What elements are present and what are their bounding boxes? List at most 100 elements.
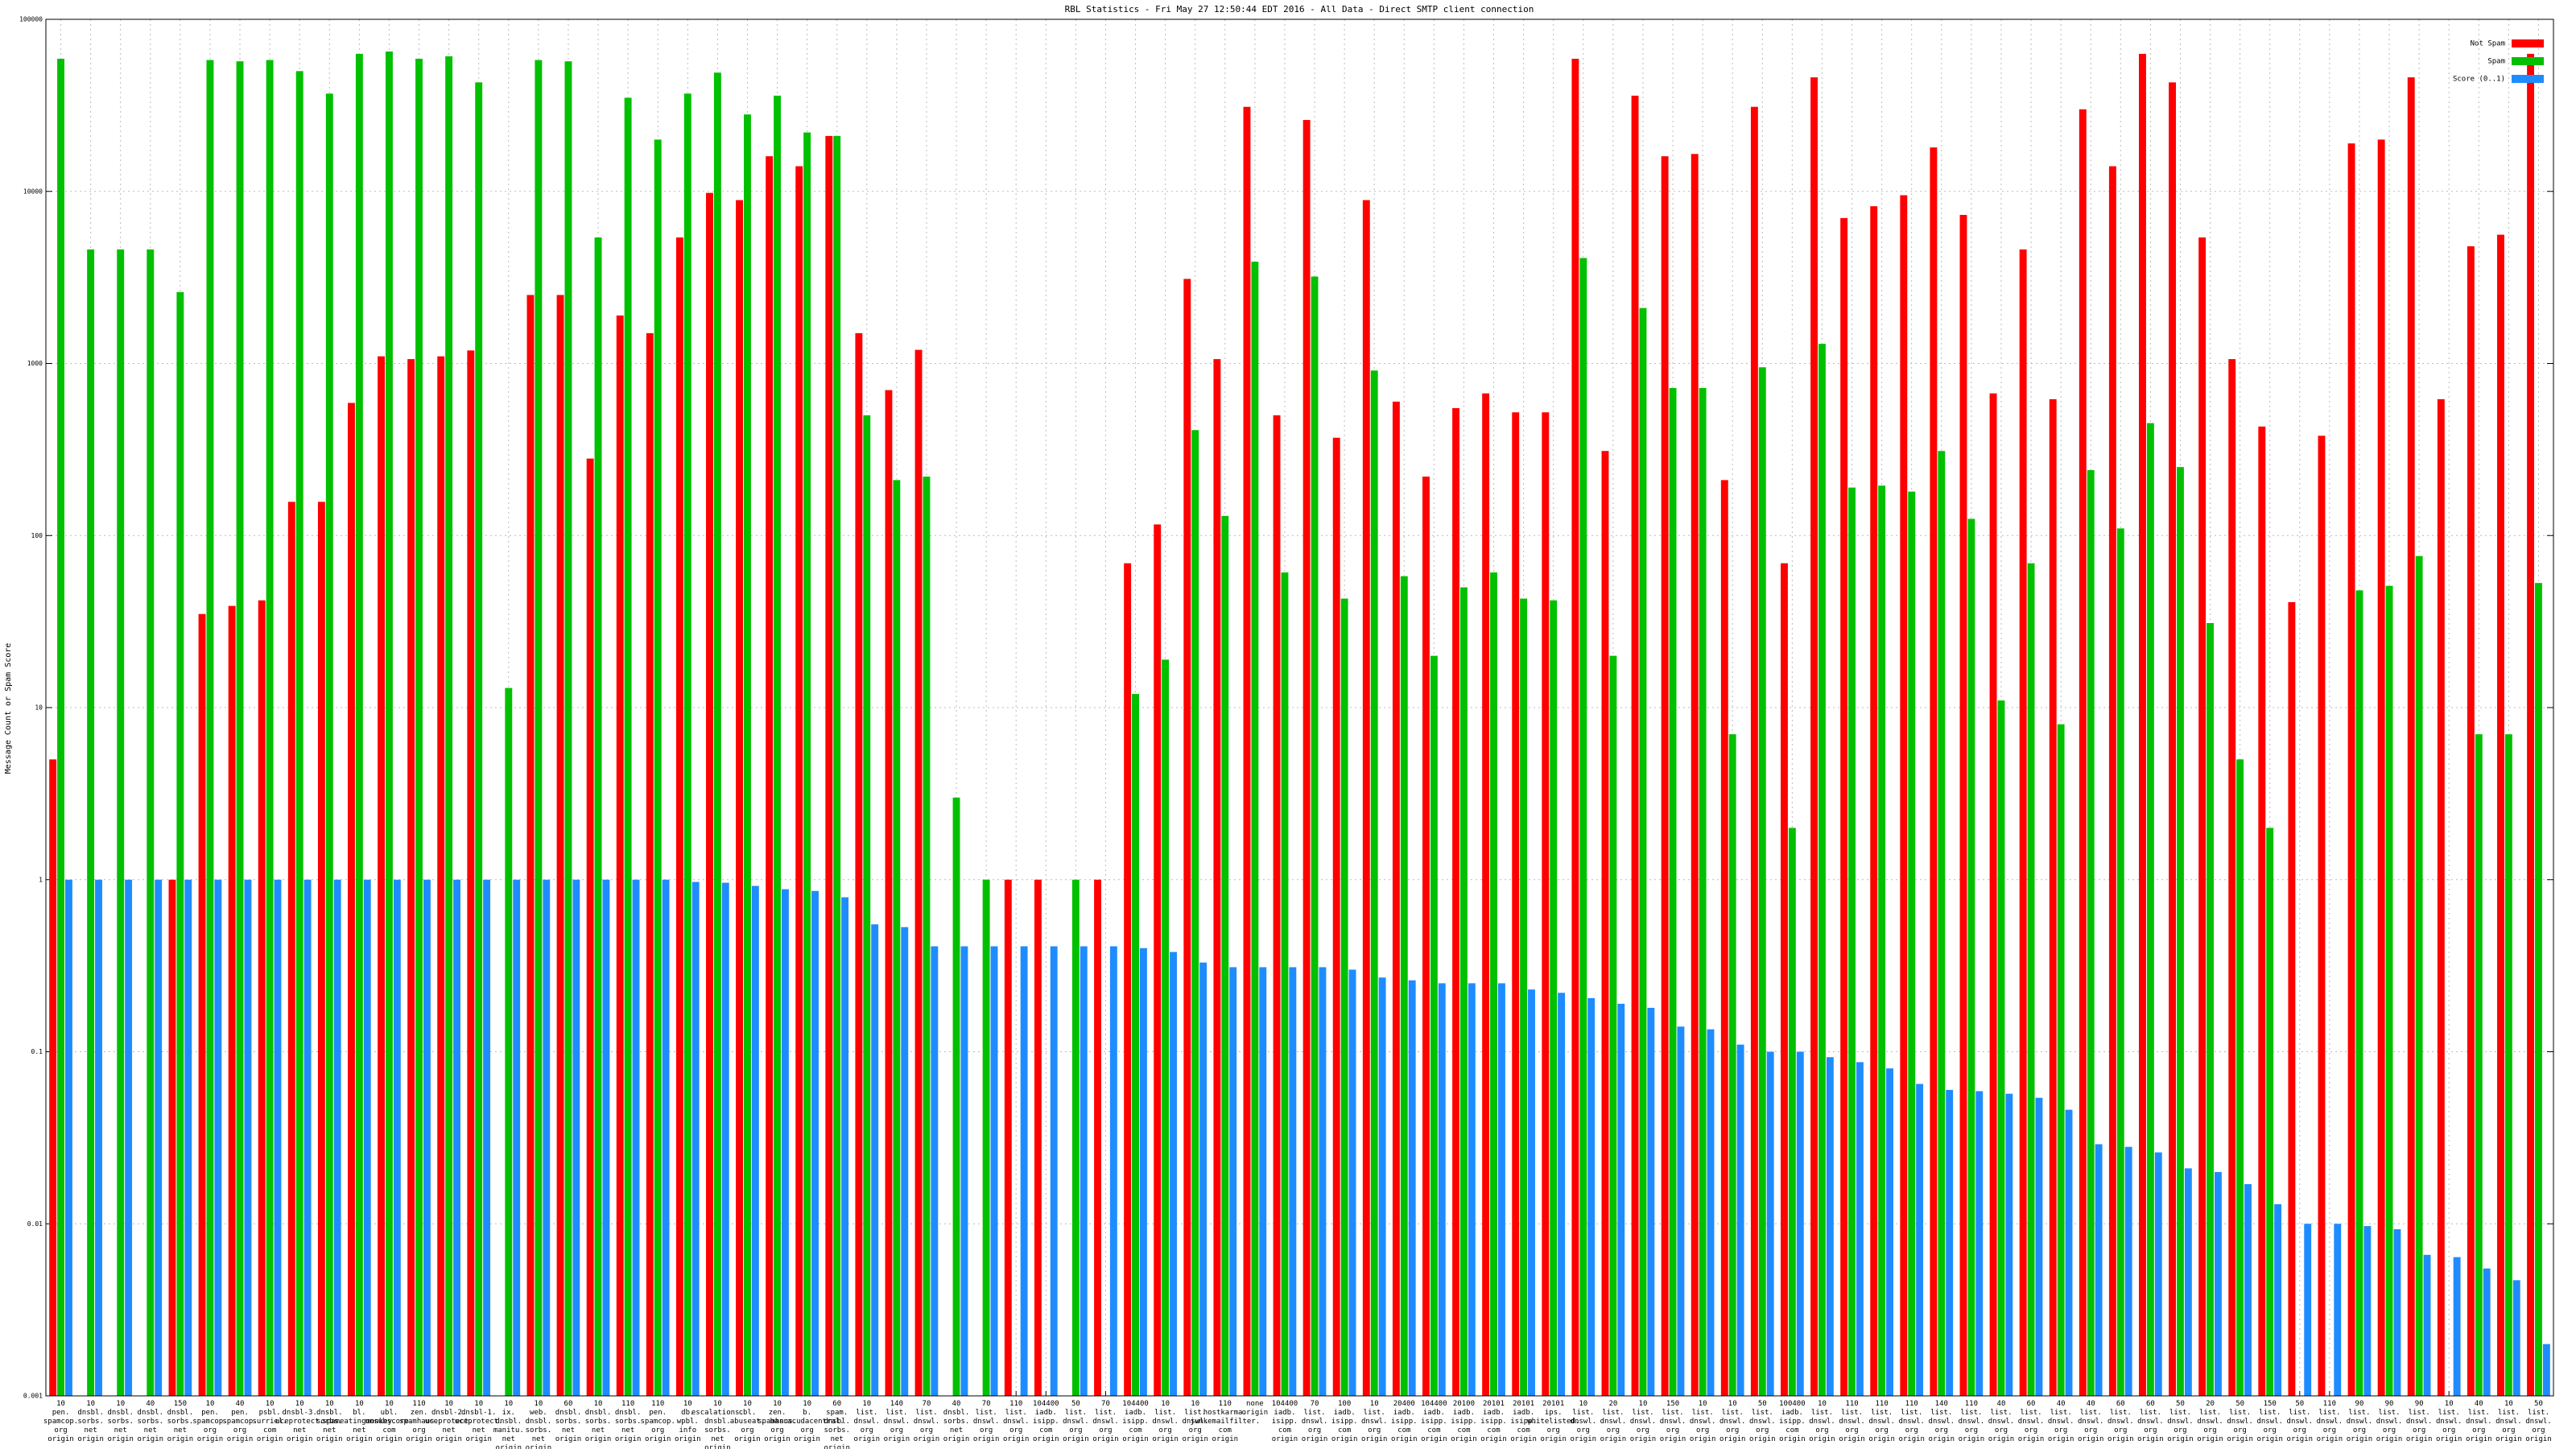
bar [1810,77,1818,1397]
x-tick-label: 150 list. dnswl. org origin [2256,1400,2283,1443]
bar [2214,1171,2222,1396]
bar [1528,989,1535,1396]
bar [117,249,125,1397]
bar [1319,967,1327,1396]
bar [1677,1026,1685,1396]
bar [1378,977,1386,1396]
bar [125,879,133,1396]
x-tick-label: 110 list. dnswl. org origin [1898,1400,1925,1443]
bar [1997,700,2005,1396]
bar [423,879,431,1396]
bar [2065,1109,2073,1396]
bar [893,480,901,1396]
bar [2146,423,2154,1396]
bar [654,139,662,1397]
bar [2318,436,2326,1396]
bar [1289,967,1297,1396]
x-tick-label: 90 list. dnswl. org origin [2347,1400,2373,1443]
x-tick-label: 10 list. dnswl. org origin [854,1400,881,1443]
y-tick-label: 10000 [23,188,43,195]
x-tick-label: 10 dnsbl-1. uceprotect. net origin [455,1400,503,1443]
bar [184,879,192,1396]
bar [1669,387,1677,1397]
bar [1362,200,1370,1397]
bar [2527,53,2535,1396]
bar [901,927,909,1396]
bar [317,502,325,1396]
bar [1124,563,1132,1396]
bar [1699,387,1707,1397]
bar [1430,655,1438,1396]
bar [1720,480,1728,1396]
bar [1162,659,1170,1396]
bar [2288,602,2296,1396]
x-tick-label: 40 pen. spamcop. org origin [222,1400,257,1443]
bar [2453,1257,2461,1396]
x-tick-label: 100 iadb. isipp. com origin [1331,1400,1358,1443]
x-tick-label: 110 list. dnswl. org origin [1003,1400,1030,1443]
x-tick-label: 10 dnsbl. sorbs. net origin [77,1400,104,1443]
x-tick-label: 60 list. dnswl. org origin [2137,1400,2164,1443]
x-tick-label: 104400 iadb. isipp. com origin [1033,1400,1059,1443]
bar [1452,407,1460,1397]
bar [863,415,871,1396]
bar [855,332,863,1397]
bar [2347,143,2355,1397]
bar [2108,166,2116,1396]
y-axis-label: Message Count or Spam Score [4,643,13,774]
x-tick-label: 50 list. dnswl. org origin [2287,1400,2314,1443]
bar [1946,1089,1954,1396]
bar [348,402,355,1397]
bar [2184,1168,2192,1396]
plot-frame [45,19,2554,1397]
bar [662,879,670,1396]
bar [586,458,594,1397]
bar [646,332,654,1397]
bar [766,156,774,1396]
x-tick-label: 50 list. dnswl. org origin [1063,1400,1089,1443]
bar [505,687,513,1396]
bar [214,879,222,1396]
bar [1601,451,1609,1396]
x-tick-label: 110 list. dnswl. org origin [1839,1400,1865,1443]
x-tick-label: 10 dnsbl. sorbs. net origin [585,1400,612,1443]
bar [2139,53,2146,1396]
bar [287,502,295,1396]
bar [1520,598,1528,1396]
bar [624,97,632,1397]
x-tick-label: 50 list. dnswl. org origin [2167,1400,2194,1443]
bar [543,879,551,1396]
bar [1468,983,1476,1396]
x-tick-label: 60 spam. dnsbl. sorbs. net origin [824,1400,850,1449]
bar [325,93,333,1397]
bar [1199,962,1208,1396]
x-tick-label: 104400 iadb. isipp. com origin [1122,1400,1149,1443]
bar [1311,276,1319,1397]
bar [147,249,155,1397]
bar [2355,590,2363,1396]
bar [1631,95,1639,1397]
bar [1438,983,1446,1396]
bar [1818,344,1826,1396]
x-tick-label: 40 list. dnswl. org origin [2048,1400,2074,1443]
bar [1191,430,1199,1396]
y-tick-label: 0.1 [31,1048,43,1055]
bar [1617,1003,1625,1396]
bar [1340,598,1348,1396]
bar [825,135,833,1397]
bar [378,356,386,1396]
y-tick-label: 100000 [19,16,43,23]
bar [1094,879,1102,1396]
bar [2475,734,2483,1396]
x-tick-label: 110 list. dnswl. org origin [2317,1400,2343,1443]
bar [535,60,543,1397]
bar [990,946,998,1396]
x-tick-label: 10 list. dnswl. org origin [1182,1400,1208,1443]
bar [2244,1183,2252,1396]
x-tick-label: 60 list. dnswl. org origin [2107,1400,2134,1443]
y-tick-label: 0.001 [23,1393,43,1400]
bar [2266,828,2274,1396]
x-tick-label: 90 list. dnswl. org origin [2376,1400,2403,1443]
bar [1034,879,1042,1396]
bar [744,114,751,1397]
